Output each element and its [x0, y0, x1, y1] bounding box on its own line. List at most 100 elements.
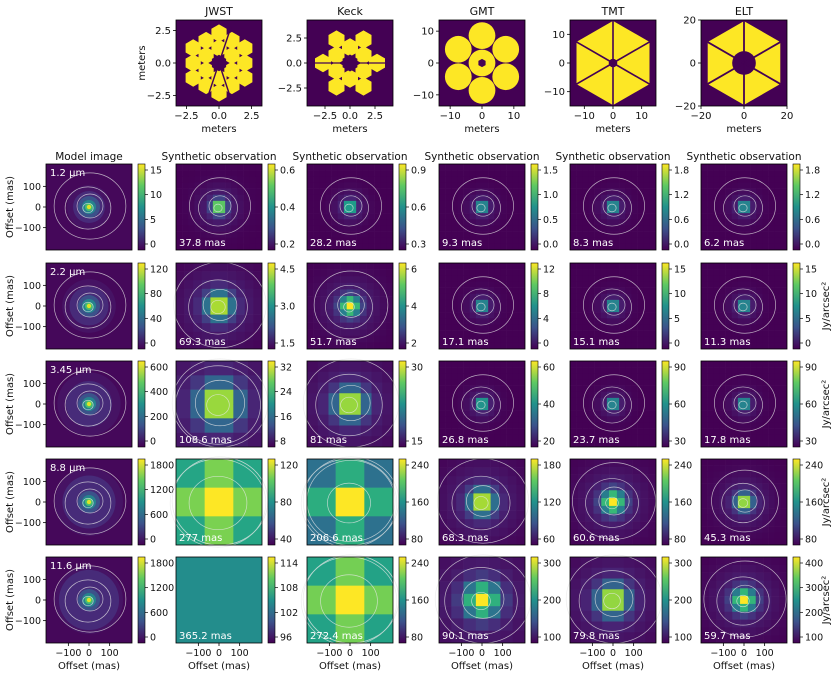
panel-frame — [306, 163, 394, 251]
colorbar-tick-label: 200 — [543, 596, 561, 607]
panel-frame — [438, 163, 526, 251]
colorbar-tick-label: 20 — [543, 437, 555, 448]
aperture-title: Keck — [337, 5, 363, 18]
contour-lines — [714, 177, 776, 235]
wavelength-label: 8.8 μm — [50, 463, 85, 474]
resolution-label: 68.3 mas — [442, 533, 489, 544]
colorbar — [530, 556, 539, 644]
image-panel: 51.7 mas 6 4 2 — [306, 262, 417, 350]
x-tick-label: 100 — [362, 648, 380, 659]
y-tick-label: 0 — [35, 400, 41, 411]
column-title: Synthetic observation — [292, 151, 407, 163]
x-axis-label: Offset (mas) — [451, 661, 513, 672]
image-pixels — [46, 361, 132, 447]
image-pixels — [176, 263, 262, 349]
colorbar-tick-label: 6 — [411, 265, 417, 276]
resolution-label: 108.6 mas — [179, 435, 232, 446]
column-title: Synthetic observation — [424, 151, 539, 163]
colorbar — [661, 360, 670, 448]
colorbar — [137, 163, 146, 251]
x-tick-label: 0 — [610, 648, 616, 659]
y-tick-label: 0 — [559, 59, 565, 70]
image-pixels — [701, 164, 787, 250]
y-tick-label: 0.0 — [155, 59, 171, 70]
image-pixels — [439, 459, 525, 545]
panel-frame — [175, 458, 263, 546]
colorbar-tick-label: 12 — [543, 265, 555, 276]
image-panel: 277 mas 120 80 40 — [169, 456, 298, 548]
contour-lines — [313, 270, 389, 340]
y-axis-label: Offset (mas) — [5, 275, 16, 337]
image-pixels — [439, 361, 525, 447]
colorbar-tick-label: 30 — [411, 363, 423, 374]
panel-frame — [175, 163, 263, 251]
x-axis-label: Offset (mas) — [188, 661, 250, 672]
y-tick-label: 0 — [690, 59, 696, 70]
image-panel: 17.8 mas 90 60 30 Jy/arcsec² — [700, 360, 831, 448]
colorbar — [792, 262, 801, 350]
colorbar — [267, 458, 276, 546]
colorbar-tick-label: 80 — [150, 289, 162, 300]
x-tick-label: 100 — [101, 648, 119, 659]
colorbar-tick-label: 108 — [280, 583, 298, 594]
image-panel: 68.3 mas 180 120 60 — [436, 458, 561, 546]
y-tick-label: 100 — [23, 281, 41, 292]
colorbar-tick-label: 0.6 — [411, 203, 426, 214]
image-pixels — [570, 263, 656, 349]
colorbar-tick-label: 80 — [674, 535, 686, 546]
image-pixels — [176, 557, 262, 643]
image-panel: 37.8 mas 0.6 0.4 0.2 — [175, 163, 295, 251]
colorbar-tick-label: 10 — [674, 289, 686, 300]
y-tick-label: −10 — [413, 90, 434, 101]
image-panel: 8.3 mas 1.8 1.2 0.6 0.0 — [569, 163, 689, 251]
colorbar-tick-label: 0.0 — [805, 240, 820, 251]
colorbar-tick-label: 60 — [543, 535, 555, 546]
colorbar-tick-label: 15 — [411, 437, 423, 448]
colorbar — [792, 556, 801, 644]
y-tick-label: 2.5 — [155, 26, 171, 37]
colorbar-tick-label: 200 — [150, 412, 168, 423]
image-pixels — [701, 263, 787, 349]
colorbar-tick-label: 0 — [150, 535, 156, 546]
colorbar-tick-label: 80 — [280, 498, 292, 509]
aperture-title: GMT — [470, 5, 495, 18]
y-tick-label: −10 — [544, 87, 565, 98]
panel-frame — [569, 458, 657, 546]
colorbar-tick-label: 1.2 — [674, 190, 689, 201]
x-tick-label: 100 — [494, 648, 512, 659]
y-tick-label: −2.5 — [147, 91, 171, 102]
x-tick-label: −100 — [710, 648, 736, 659]
colorbar-tick-label: 1.8 — [805, 166, 820, 177]
panel-frame — [306, 360, 394, 448]
colorbar-tick-label: 1800 — [150, 559, 174, 570]
y-tick-label: 0 — [35, 302, 41, 313]
resolution-label: 51.7 mas — [310, 337, 357, 348]
colorbar — [267, 262, 276, 350]
resolution-label: 272.4 mas — [310, 631, 363, 642]
resolution-label: 277 mas — [179, 533, 222, 544]
resolution-label: 37.8 mas — [179, 238, 226, 249]
image-grid: Model image Synthetic observation Syntheti… — [5, 151, 831, 672]
y-tick-label: 0 — [428, 59, 434, 70]
y-tick-label: 100 — [23, 477, 41, 488]
colorbar-tick-label: 200 — [674, 596, 692, 607]
panel-frame — [175, 262, 263, 350]
image-pixels — [46, 557, 132, 643]
y-tick-label: 10 — [421, 27, 434, 38]
colorbar-tick-label: 1.0 — [543, 190, 558, 201]
contour-lines — [53, 172, 127, 240]
colorbar-tick-label: 100 — [543, 633, 561, 644]
image-panel: 69.3 mas 4.5 3.0 1.5 — [173, 261, 295, 350]
colorbar-tick-label: 0 — [150, 633, 156, 644]
column-title: Synthetic observation — [161, 151, 276, 163]
panel-frame — [700, 262, 788, 350]
colorbar-tick-label: 40 — [280, 535, 292, 546]
colorbar — [267, 163, 276, 251]
y-axis-label: Offset (mas) — [5, 471, 16, 533]
image-panel: 23.7 mas 90 60 30 — [569, 360, 686, 448]
resolution-label: 79.8 mas — [573, 631, 620, 642]
colorbar-tick-label: 0.0 — [543, 240, 558, 251]
resolution-label: 206.6 mas — [310, 533, 363, 544]
aperture-panel-tmt: TMT −10 −10 0 0 10 10 meters — [544, 5, 657, 135]
